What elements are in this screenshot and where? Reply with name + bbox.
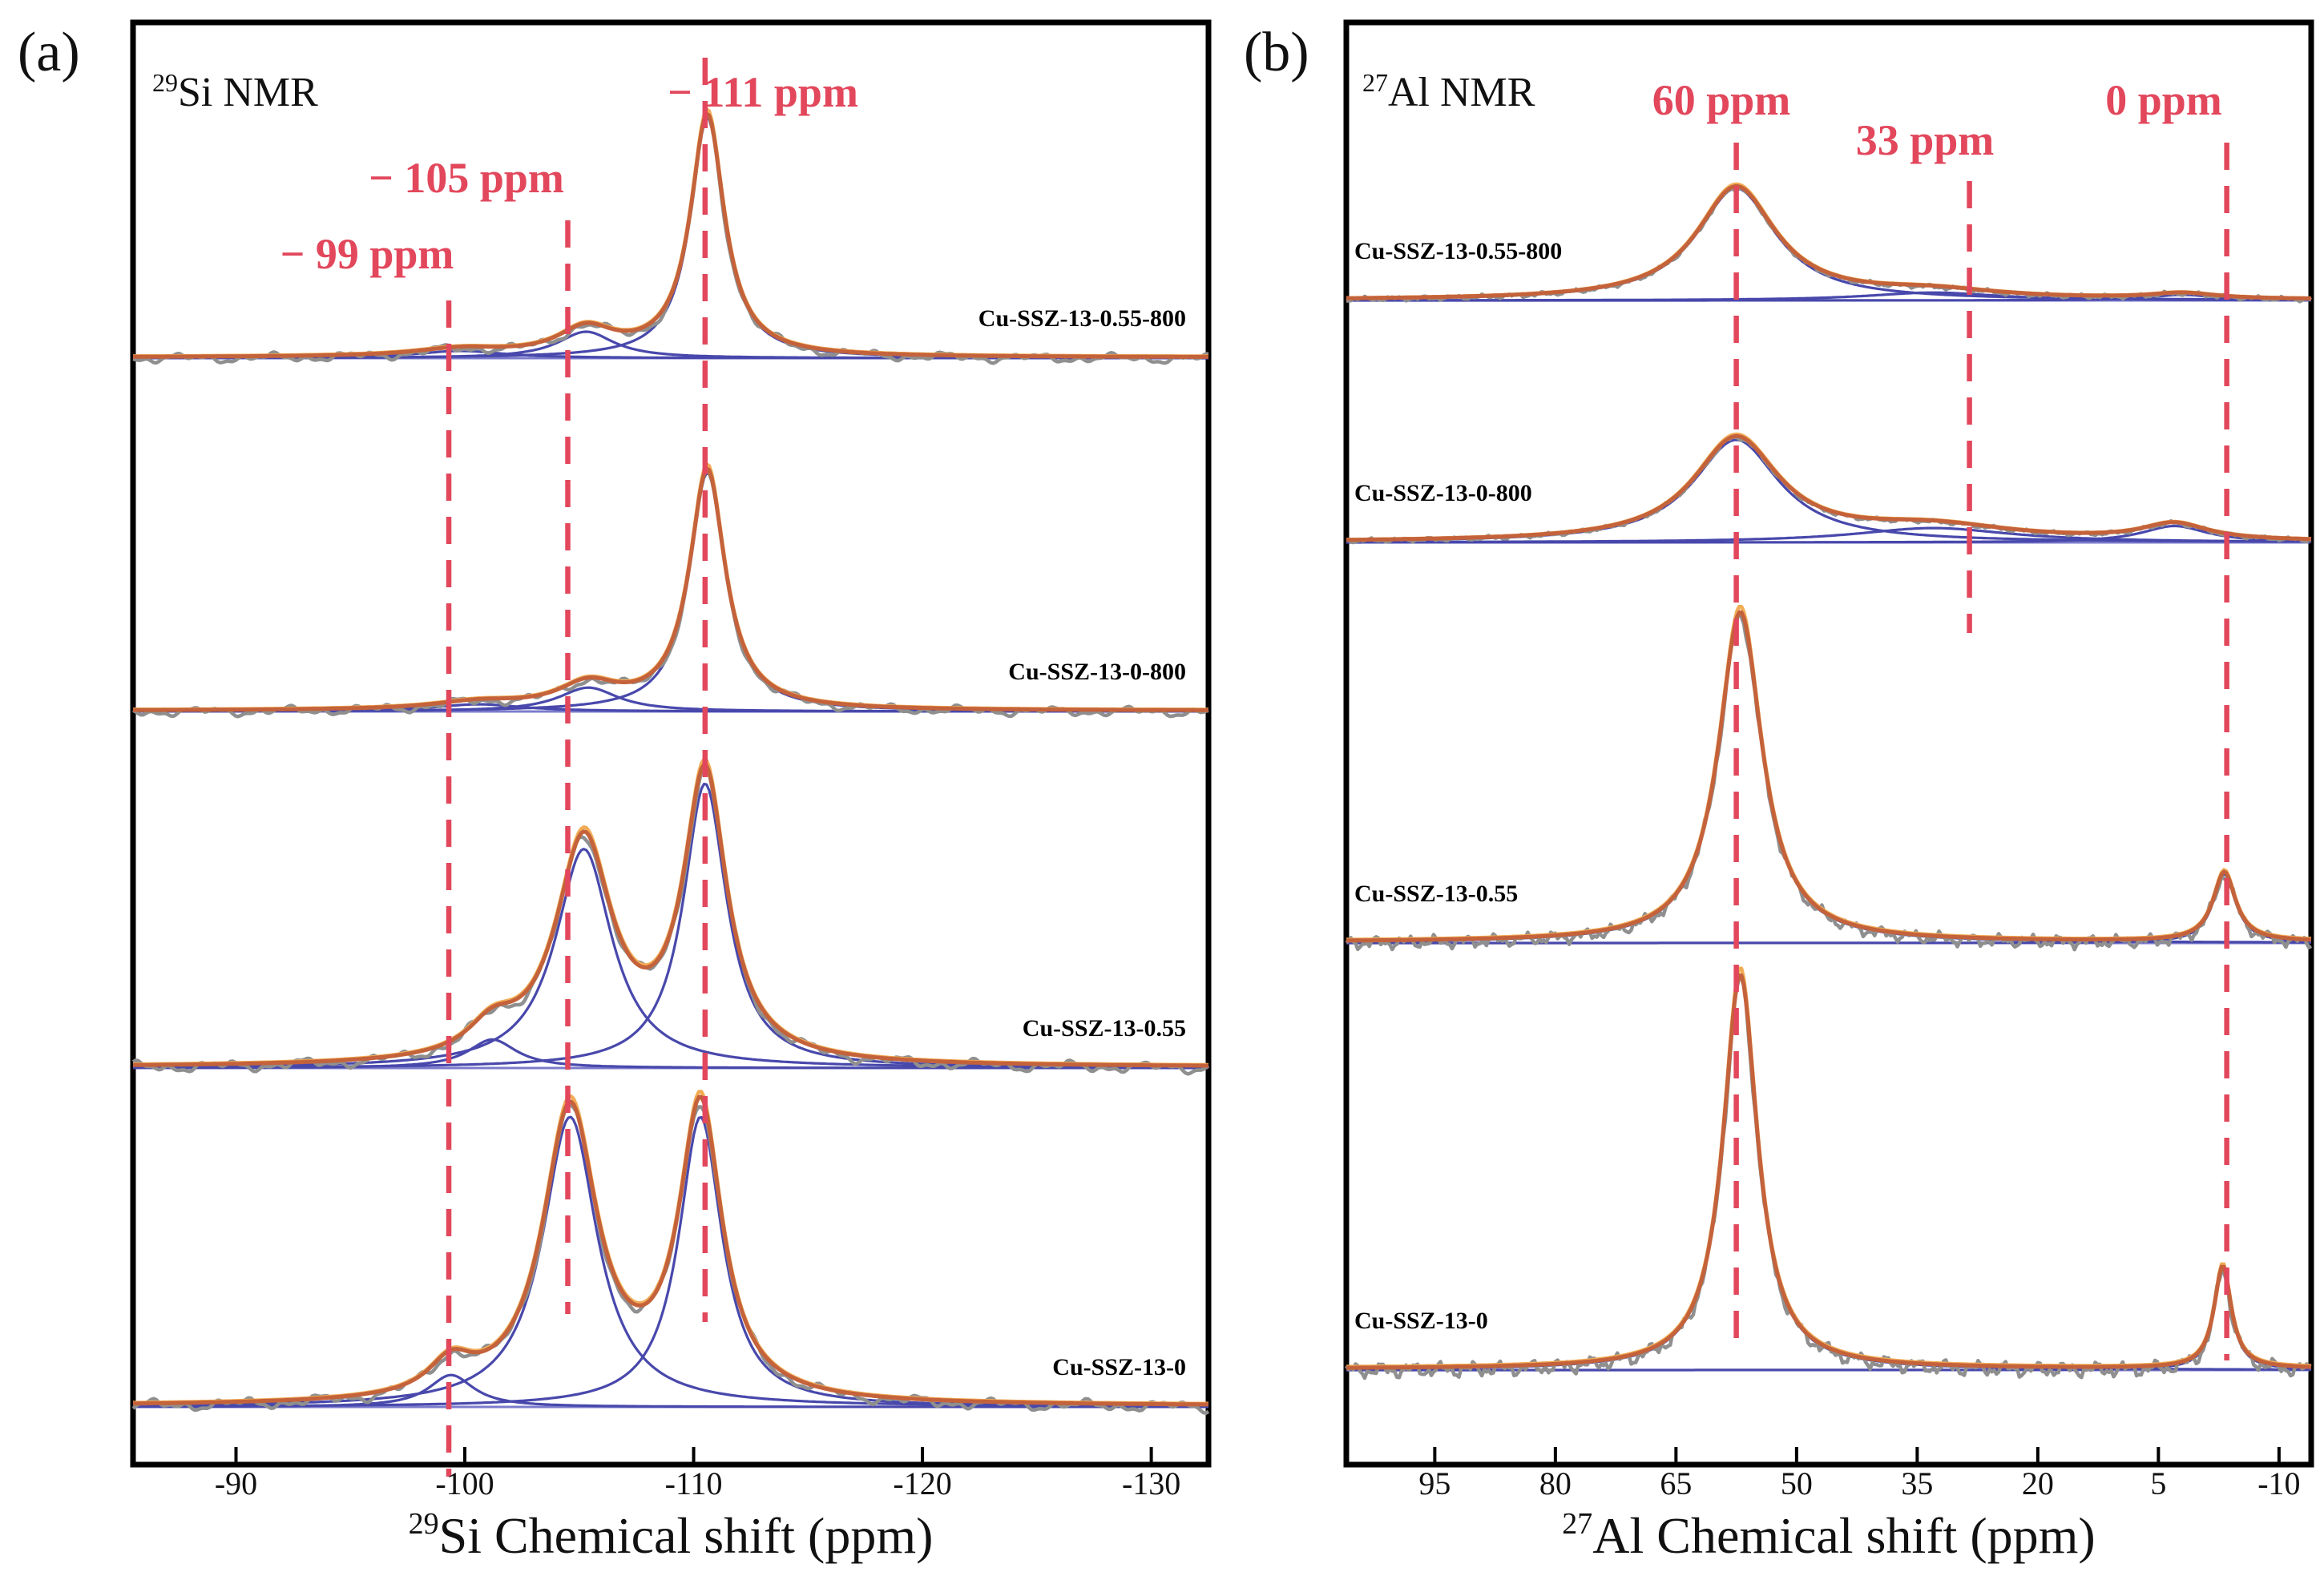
spectrum-Cu-SSZ-13-0.55 [131,757,1210,1076]
sum-fit-Cu-SSZ-13-0-800 [1346,433,2312,542]
sum-fit-Cu-SSZ-13-0 [1346,973,2312,1370]
experimental-trace-Cu-SSZ-13-0.55 [1345,610,2313,952]
panel-a-plot-area [131,107,1210,1415]
sum-fit-Cu-SSZ-13-0.55 [1346,610,2312,943]
component-Cu-SSZ-13-0.55-3 [132,782,1208,1069]
x-tick-label--110: -110 [665,1465,723,1501]
x-tick-label-95: 95 [1418,1465,1450,1501]
spectrum-Cu-SSZ-13-0-800 [132,462,1209,719]
component-Cu-SSZ-13-0-2 [133,1115,1208,1408]
reference-label-1: − 99 ppm [280,230,454,278]
experimental-trace-Cu-SSZ-13-0 [1345,975,2312,1380]
x-tick-label-50: 50 [1781,1465,1813,1501]
x-tick-label-5: 5 [2150,1465,2166,1501]
panel-a-x-axis-title: 29Si Chemical shift (ppm) [409,1507,934,1564]
panel-a-x-axis: -90 -100 -110 -120 -130 [215,1447,1180,1501]
sample-label-Cu-SSZ-13-0.55-800: Cu-SSZ-13-0.55-800 [978,305,1186,332]
fit-envelope-Cu-SSZ-13-0 [1346,966,2312,1368]
reference-label-3: − 111 ppm [668,68,858,116]
panel-a-frame [130,19,1212,1468]
sum-fit-Cu-SSZ-13-0.55-800 [1346,183,2311,300]
panel-a-letter: (a) [18,22,80,83]
sample-label-Cu-SSZ-13-0: Cu-SSZ-13-0 [1052,1354,1186,1380]
reference-label-2: 33 ppm [1856,116,1995,164]
component-Cu-SSZ-13-0-1 [1346,977,2311,1371]
component-Cu-SSZ-13-0-2 [1346,1268,2311,1372]
x-tick-label--90: -90 [215,1465,257,1501]
reference-label-1: 60 ppm [1652,76,1791,124]
panel-b-nucleus-label: 27Al NMR [1362,68,1535,115]
panel-a: (a) 29Si NMR − 99 ppm− 105 ppm− 111 ppm … [18,19,1212,1564]
spectrum-Cu-SSZ-13-0.55-800 [1346,182,2312,304]
x-tick-label--130: -130 [1122,1465,1180,1501]
x-tick-label-80: 80 [1539,1465,1572,1501]
panel-b-sample-labels: Cu-SSZ-13-0.55-800 Cu-SSZ-13-0-800 Cu-SSZ-… [1354,238,1562,1334]
sum-fit-Cu-SSZ-13-0 [132,1094,1208,1407]
spectrum-Cu-SSZ-13-0 [131,1090,1210,1415]
spectrum-Cu-SSZ-13-0.55 [1345,604,2313,952]
panel-b-plot-area [1345,182,2313,1380]
spectrum-Cu-SSZ-13-0.55-800 [132,107,1209,365]
component-Cu-SSZ-13-0-3 [133,1115,1208,1408]
panel-b-x-axis-title: 27Al Chemical shift (ppm) [1562,1507,2095,1564]
sample-label-Cu-SSZ-13-0-800: Cu-SSZ-13-0-800 [1354,480,1532,506]
panel-a-reference-lines: − 99 ppm − 105 ppm − 111 ppm [280,58,858,1477]
x-tick-label--10: -10 [2257,1465,2300,1501]
spectrum-Cu-SSZ-13-0-800 [1346,432,2312,545]
sample-label-Cu-SSZ-13-0.55: Cu-SSZ-13-0.55 [1023,1015,1186,1042]
x-tick-label-20: 20 [2022,1465,2054,1501]
experimental-trace-Cu-SSZ-13-0 [131,1103,1210,1415]
panel-b-reference-lines: 60 ppm 33 ppm 0 ppm [1652,76,2229,1360]
component-Cu-SSZ-13-0-800-3 [1346,524,2312,544]
panel-b: (b) 27Al NMR 60 ppm 33 ppm 0 ppm Cu-SSZ-13… [1244,19,2314,1564]
panel-b-frame [1343,19,2314,1468]
x-tick-label--120: -120 [893,1465,951,1501]
sample-label-Cu-SSZ-13-0-800: Cu-SSZ-13-0-800 [1008,659,1186,685]
x-tick-label--100: -100 [435,1465,494,1501]
spectrum-Cu-SSZ-13-0 [1345,966,2312,1380]
x-tick-label-65: 65 [1660,1465,1692,1501]
sum-fit-Cu-SSZ-13-0.55-800 [133,111,1208,359]
sample-label-Cu-SSZ-13-0.55-800: Cu-SSZ-13-0.55-800 [1354,238,1562,264]
panel-b-x-axis: 95 80 65 50 35 20 5 -10 [1418,1447,2301,1501]
sum-fit-Cu-SSZ-13-0-800 [133,466,1208,712]
sample-label-Cu-SSZ-13-0: Cu-SSZ-13-0 [1354,1308,1488,1334]
sum-fit-Cu-SSZ-13-0.55 [132,762,1208,1068]
reference-label-2: − 105 ppm [369,154,564,202]
x-tick-label-35: 35 [1901,1465,1933,1501]
reference-label-3: 0 ppm [2105,76,2222,124]
panel-a-sample-labels: Cu-SSZ-13-0.55-800 Cu-SSZ-13-0-800 Cu-SSZ-… [978,305,1186,1380]
panel-b-letter: (b) [1244,22,1309,83]
panel-a-nucleus-label: 29Si NMR [152,68,318,115]
sample-label-Cu-SSZ-13-0.55: Cu-SSZ-13-0.55 [1354,881,1518,907]
